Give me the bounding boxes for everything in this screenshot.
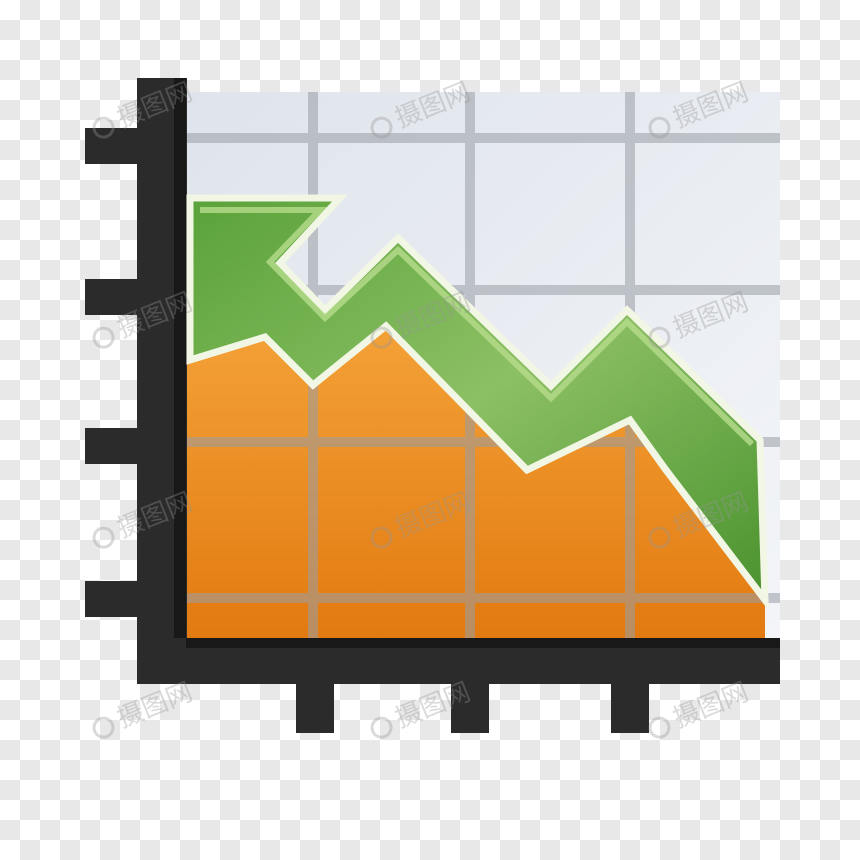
- trend-arrow-icon: [186, 194, 769, 611]
- orange-area: [186, 306, 765, 640]
- y-axis: [85, 78, 187, 678]
- x-axis: [137, 638, 780, 733]
